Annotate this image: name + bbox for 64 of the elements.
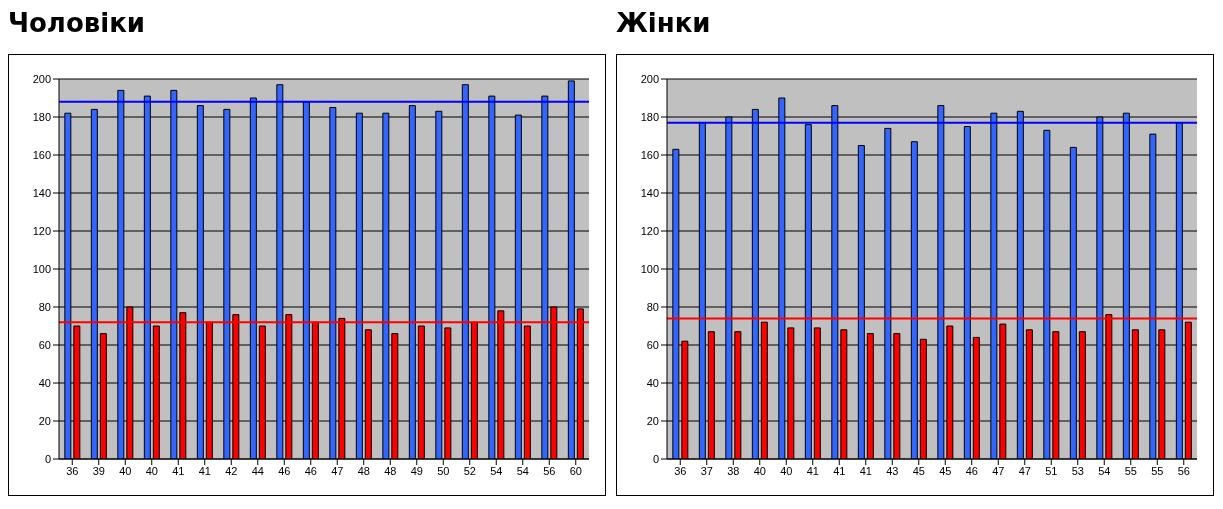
y-tick-label: 160: [32, 148, 51, 161]
chart-title: Чоловіки: [8, 8, 146, 40]
y-tick-label: 200: [640, 72, 659, 85]
x-tick-label: 54: [1098, 464, 1111, 477]
x-tick-label: 53: [1071, 464, 1084, 477]
x-tick-label: 43: [886, 464, 899, 477]
y-tick-label: 140: [32, 186, 51, 199]
y-tick-label: 0: [44, 452, 51, 465]
y-tick-label: 120: [32, 224, 51, 237]
x-tick-label: 52: [463, 464, 476, 477]
x-tick-label: 39: [92, 464, 105, 477]
x-tick-label: 47: [331, 464, 344, 477]
x-tick-label: 54: [516, 464, 529, 477]
y-tick-label: 120: [640, 224, 659, 237]
x-tick-label: 37: [700, 464, 713, 477]
y-tick-label: 80: [646, 300, 659, 313]
x-tick-label: 42: [225, 464, 238, 477]
y-tick-label: 140: [640, 186, 659, 199]
x-tick-label: 38: [727, 464, 740, 477]
y-tick-label: 100: [32, 262, 51, 275]
x-tick-label: 48: [357, 464, 370, 477]
x-tick-label: 36: [674, 464, 687, 477]
y-tick-label: 180: [640, 110, 659, 123]
x-tick-label: 49: [410, 464, 423, 477]
y-tick-label: 60: [38, 338, 51, 351]
x-tick-label: 50: [437, 464, 450, 477]
x-tick-label: 40: [145, 464, 158, 477]
x-tick-label: 46: [278, 464, 291, 477]
x-tick-label: 46: [965, 464, 978, 477]
x-tick-label: 54: [490, 464, 503, 477]
y-tick-label: 100: [640, 262, 659, 275]
x-tick-label: 56: [1177, 464, 1190, 477]
x-tick-label: 55: [1151, 464, 1164, 477]
x-tick-label: 51: [1045, 464, 1058, 477]
x-tick-label: 56: [543, 464, 556, 477]
x-tick-label: 55: [1124, 464, 1137, 477]
x-tick-label: 40: [119, 464, 132, 477]
x-tick-label: 41: [198, 464, 211, 477]
y-tick-label: 80: [38, 300, 51, 313]
x-tick-label: 46: [304, 464, 317, 477]
y-tick-label: 180: [32, 110, 51, 123]
x-tick-label: 45: [912, 464, 925, 477]
y-tick-label: 60: [646, 338, 659, 351]
y-tick-label: 20: [38, 414, 51, 427]
y-tick-label: 20: [646, 414, 659, 427]
y-tick-label: 40: [38, 376, 51, 389]
x-tick-label: 41: [172, 464, 185, 477]
x-tick-label: 47: [1018, 464, 1031, 477]
y-tick-label: 40: [646, 376, 659, 389]
y-tick-label: 0: [652, 452, 659, 465]
x-tick-label: 60: [569, 464, 582, 477]
x-tick-label: 47: [992, 464, 1005, 477]
x-tick-label: 45: [939, 464, 952, 477]
x-tick-label: 41: [806, 464, 819, 477]
x-tick-label: 40: [753, 464, 766, 477]
x-tick-label: 41: [833, 464, 846, 477]
chart-title: Жінки: [616, 8, 712, 40]
y-tick-label: 160: [640, 148, 659, 161]
x-tick-label: 48: [384, 464, 397, 477]
x-tick-label: 36: [66, 464, 79, 477]
x-tick-label: 40: [780, 464, 793, 477]
x-tick-label: 41: [859, 464, 872, 477]
x-tick-label: 44: [251, 464, 264, 477]
y-tick-label: 200: [32, 72, 51, 85]
